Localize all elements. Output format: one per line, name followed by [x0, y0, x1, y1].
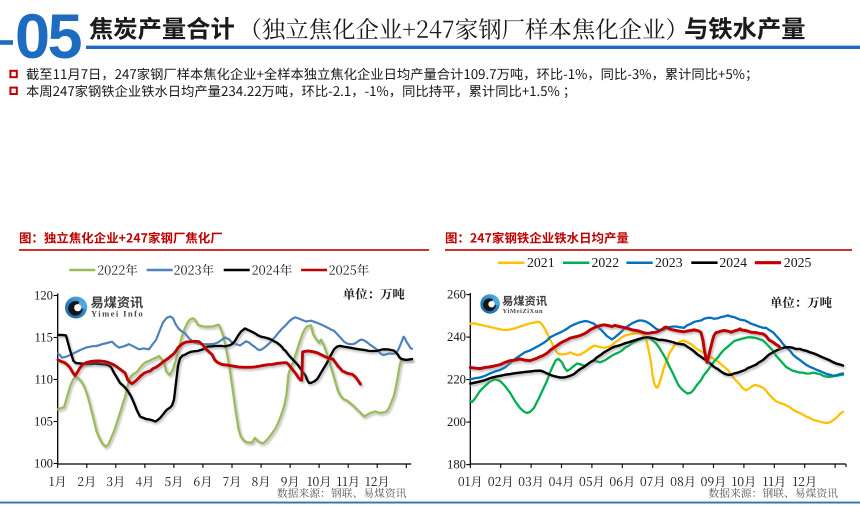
svg-text:2022: 2022 — [592, 255, 620, 270]
svg-text:260: 260 — [447, 288, 466, 302]
svg-text:05: 05 — [15, 2, 81, 72]
svg-text:110: 110 — [34, 373, 53, 387]
svg-text:200: 200 — [447, 415, 466, 429]
svg-text:2024: 2024 — [719, 255, 747, 270]
svg-text:220: 220 — [447, 373, 466, 387]
svg-text:240: 240 — [447, 330, 466, 344]
svg-text:Yimei Info: Yimei Info — [91, 309, 144, 319]
svg-text:115: 115 — [34, 331, 53, 345]
svg-text:2023: 2023 — [655, 255, 683, 270]
svg-text:2025: 2025 — [784, 255, 812, 270]
svg-text:120: 120 — [34, 289, 53, 303]
svg-text:105: 105 — [34, 415, 53, 429]
svg-text:180: 180 — [447, 458, 466, 472]
svg-text:2021: 2021 — [527, 255, 555, 270]
svg-text:YiMeiZiXun: YiMeiZiXun — [503, 308, 544, 315]
svg-text:100: 100 — [34, 457, 53, 471]
